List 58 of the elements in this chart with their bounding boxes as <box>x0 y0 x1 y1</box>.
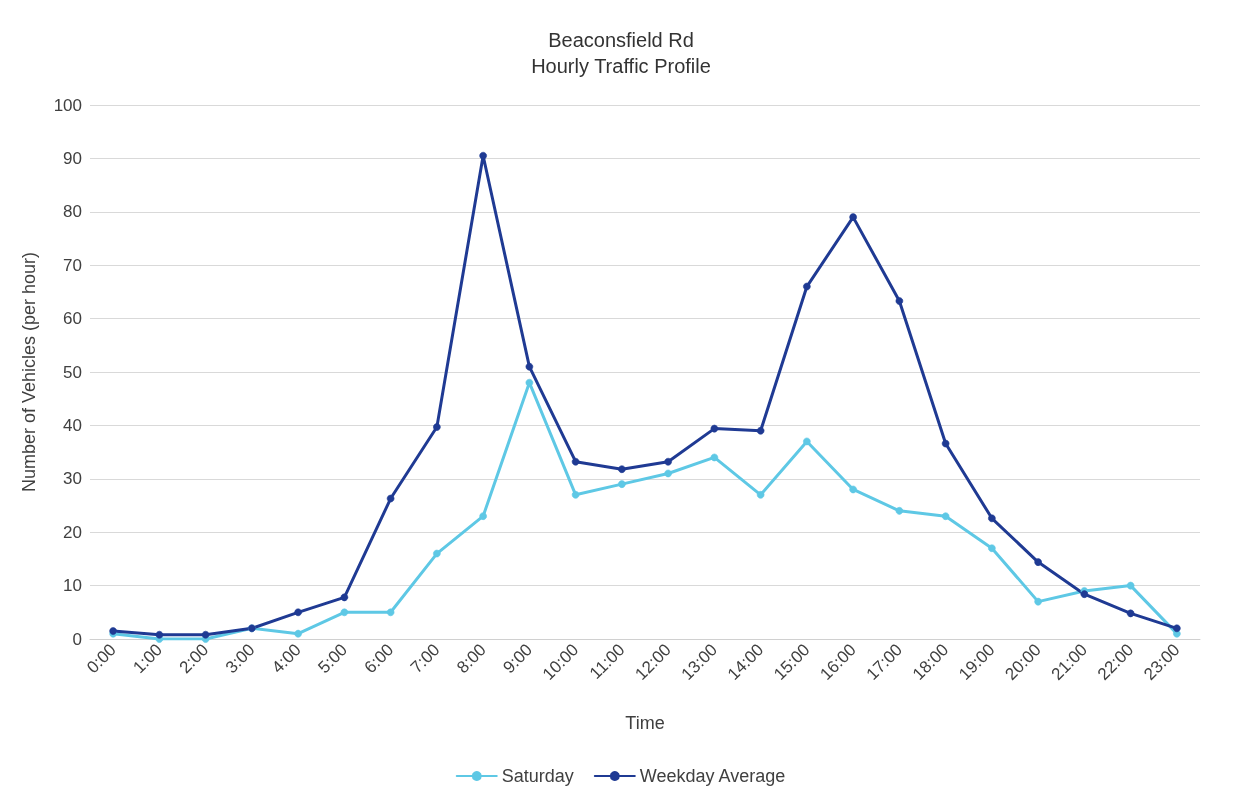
point <box>201 630 210 639</box>
point <box>340 593 349 602</box>
point <box>525 362 534 371</box>
point <box>988 514 996 523</box>
y-tick-label: 60 <box>63 309 82 329</box>
y-tick-label: 70 <box>63 255 82 275</box>
legend-label: Saturday <box>501 766 574 786</box>
point <box>941 512 950 520</box>
point <box>1126 581 1135 590</box>
legend-label: Weekday Average <box>639 766 786 786</box>
x-tick-label: 6:00 <box>360 640 398 678</box>
point <box>1173 624 1181 633</box>
point <box>756 491 765 499</box>
point <box>1126 609 1135 618</box>
y-tick-label: 20 <box>63 522 82 542</box>
y-tick-label: 100 <box>53 95 82 115</box>
point <box>664 457 672 466</box>
y-tick-label: 80 <box>63 202 82 222</box>
point <box>1034 597 1042 606</box>
point <box>386 494 395 503</box>
y-tick-label: 40 <box>63 415 82 435</box>
point <box>988 544 996 553</box>
point <box>849 485 857 494</box>
point <box>756 426 765 435</box>
point <box>155 630 164 639</box>
point <box>710 424 719 433</box>
point <box>664 469 672 478</box>
point <box>386 608 395 617</box>
point <box>895 507 904 515</box>
point <box>479 151 487 160</box>
y-axis-title: Number of Vehicles (per hour) <box>19 251 39 493</box>
point <box>433 549 441 558</box>
point <box>941 439 950 448</box>
point <box>849 213 857 221</box>
y-tick-label: 90 <box>63 148 82 168</box>
chart-title: Beaconsfield Rd Hourly Traffic Profile <box>531 29 711 77</box>
point <box>294 608 302 617</box>
point <box>1034 558 1042 566</box>
x-axis-title: Time <box>625 713 665 733</box>
y-tick-label: 10 <box>63 576 82 596</box>
y-tick-label: 0 <box>72 629 82 649</box>
x-tick-label: 7:00 <box>406 640 444 678</box>
x-tick-label: 4:00 <box>268 640 305 678</box>
point <box>525 378 534 387</box>
y-tick-label: 30 <box>63 469 82 489</box>
y-tick-label: 50 <box>63 362 82 382</box>
point <box>618 465 626 473</box>
point <box>571 457 580 466</box>
point <box>803 282 811 291</box>
point <box>479 512 487 520</box>
point <box>803 437 811 446</box>
point <box>294 629 302 638</box>
point <box>618 480 626 488</box>
point <box>433 423 441 431</box>
point <box>340 608 349 617</box>
point <box>710 453 719 462</box>
point <box>895 297 904 305</box>
point <box>571 491 580 499</box>
